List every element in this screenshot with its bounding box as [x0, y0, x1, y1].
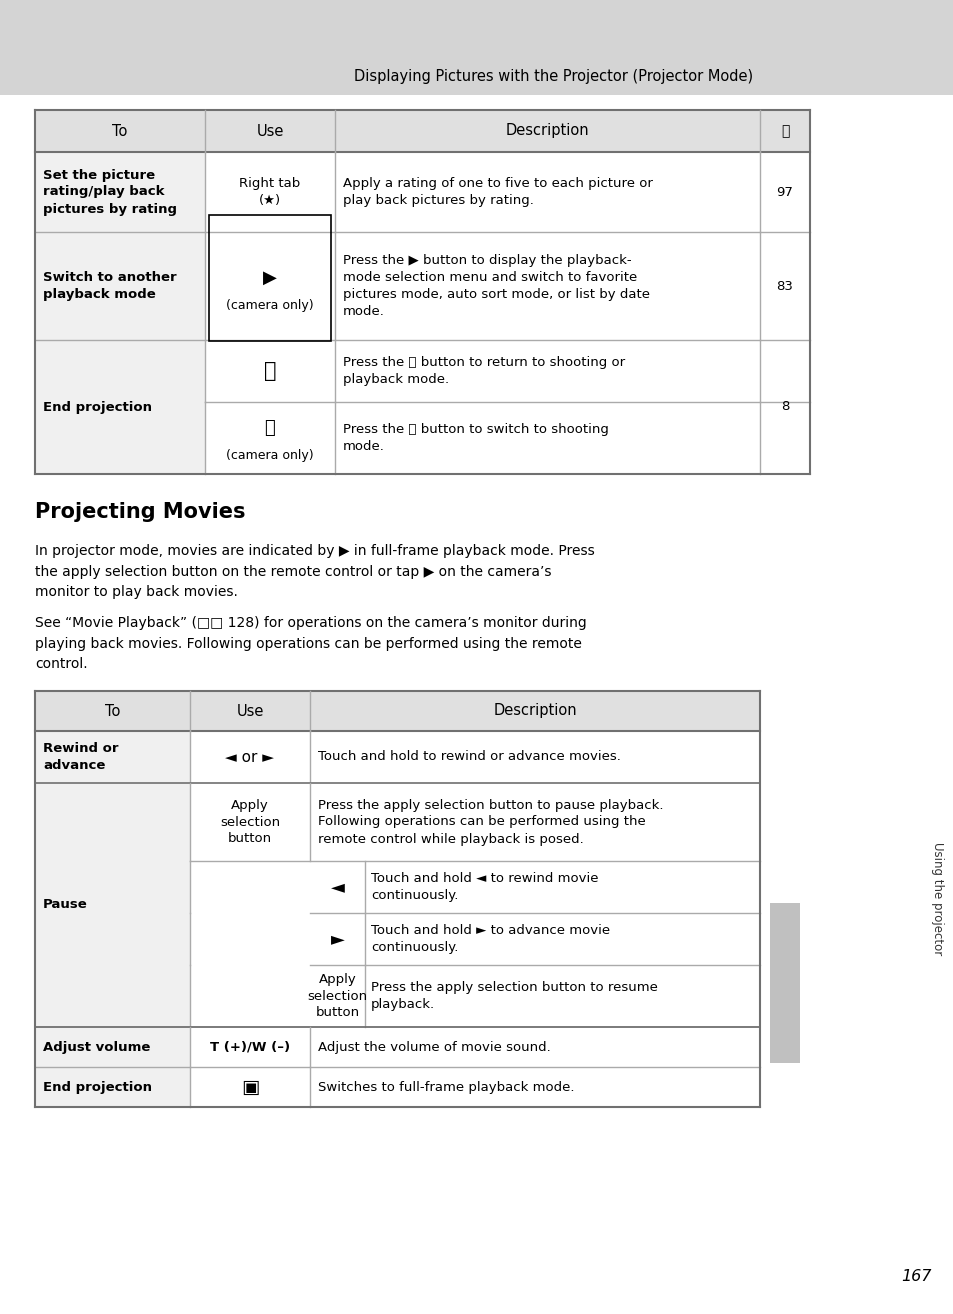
Bar [35, 1028, 190, 1067]
Text: 📖: 📖 [780, 124, 788, 138]
Text: Press the apply selection button to pause playback.
Following operations can be : Press the apply selection button to paus… [317, 799, 662, 845]
Text: Description: Description [505, 124, 589, 138]
Text: Switches to full-frame playback mode.: Switches to full-frame playback mode. [317, 1080, 574, 1093]
Text: Press the apply selection button to resume
playback.: Press the apply selection button to resu… [371, 982, 658, 1010]
Text: ▣: ▣ [240, 1077, 259, 1096]
Text: (camera only): (camera only) [226, 449, 314, 463]
Text: To: To [112, 124, 128, 138]
Bar [35, 152, 205, 233]
Text: Rewind or
advance: Rewind or advance [43, 742, 118, 773]
Text: 83: 83 [776, 280, 793, 293]
Text: 167: 167 [900, 1269, 930, 1284]
Bar [35, 110, 809, 152]
Text: Press the 📷 button to return to shooting or
playback mode.: Press the 📷 button to return to shooting… [343, 356, 624, 386]
Text: Press the ▶ button to display the playback-
mode selection menu and switch to fa: Press the ▶ button to display the playba… [343, 254, 649, 318]
Text: 📷: 📷 [264, 419, 275, 438]
Bar [35, 340, 205, 474]
Text: See “Movie Playback” (□□ 128) for operations on the camera’s monitor during
play: See “Movie Playback” (□□ 128) for operat… [35, 616, 586, 671]
Text: Adjust volume: Adjust volume [43, 1041, 151, 1054]
Text: In projector mode, movies are indicated by ▶ in full-frame playback mode. Press
: In projector mode, movies are indicated … [35, 544, 594, 599]
Text: Touch and hold to rewind or advance movies.: Touch and hold to rewind or advance movi… [317, 750, 620, 763]
Text: Apply
selection
button: Apply selection button [220, 799, 280, 845]
Text: To: To [105, 703, 120, 719]
Text: Use: Use [236, 703, 263, 719]
Text: End projection: End projection [43, 401, 152, 414]
Text: ◄ or ►: ◄ or ► [225, 749, 274, 765]
Text: 97: 97 [776, 185, 793, 198]
Bar [0, 0, 953, 95]
Text: Adjust the volume of movie sound.: Adjust the volume of movie sound. [317, 1041, 550, 1054]
Text: Projecting Movies: Projecting Movies [35, 502, 245, 522]
Text: ►: ► [331, 930, 344, 947]
Text: End projection: End projection [43, 1080, 152, 1093]
Text: Use: Use [256, 124, 283, 138]
Bar [35, 1067, 190, 1106]
Bar [35, 233, 205, 340]
Text: Press the 📷 button to switch to shooting
mode.: Press the 📷 button to switch to shooting… [343, 423, 608, 453]
Text: Touch and hold ◄ to rewind movie
continuously.: Touch and hold ◄ to rewind movie continu… [371, 872, 598, 901]
Text: Description: Description [493, 703, 577, 719]
Text: Pause: Pause [43, 899, 88, 912]
Text: Displaying Pictures with the Projector (Projector Mode): Displaying Pictures with the Projector (… [354, 70, 752, 84]
Text: ▶: ▶ [263, 269, 276, 286]
Text: 8: 8 [780, 401, 788, 414]
Text: Using the projector: Using the projector [930, 842, 943, 955]
Text: 📷: 📷 [263, 361, 276, 381]
Bar [35, 783, 190, 1028]
Text: Switch to another
playback mode: Switch to another playback mode [43, 271, 176, 301]
Text: Set the picture
rating/play back
pictures by rating: Set the picture rating/play back picture… [43, 168, 177, 215]
Bar [769, 903, 800, 1063]
Text: Touch and hold ► to advance movie
continuously.: Touch and hold ► to advance movie contin… [371, 924, 610, 954]
Text: Right tab
(★): Right tab (★) [239, 177, 300, 208]
Bar [35, 731, 190, 783]
Text: ◄: ◄ [331, 878, 344, 896]
Text: (camera only): (camera only) [226, 300, 314, 313]
Text: Apply
selection
button: Apply selection button [307, 972, 367, 1020]
Text: T (+)/W (–): T (+)/W (–) [210, 1041, 290, 1054]
Text: Apply a rating of one to five to each picture or
play back pictures by rating.: Apply a rating of one to five to each pi… [343, 177, 652, 208]
Bar [35, 691, 760, 731]
